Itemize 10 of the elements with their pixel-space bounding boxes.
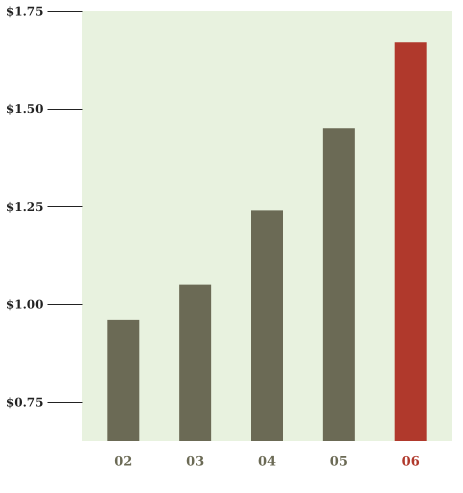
x-tick-label: 06 [402, 454, 420, 470]
x-tick-label: 05 [330, 454, 348, 470]
x-tick-label: 02 [114, 454, 132, 470]
x-tick-label: 03 [186, 454, 204, 470]
y-tick-label: $1.50 [6, 102, 44, 116]
y-tick-label: $1.25 [6, 200, 44, 214]
y-tick-label: $1.00 [6, 298, 44, 312]
y-tick-label: $0.75 [6, 395, 44, 410]
y-tick-label: $1.75 [6, 4, 44, 18]
x-tick-label: 04 [258, 454, 276, 470]
